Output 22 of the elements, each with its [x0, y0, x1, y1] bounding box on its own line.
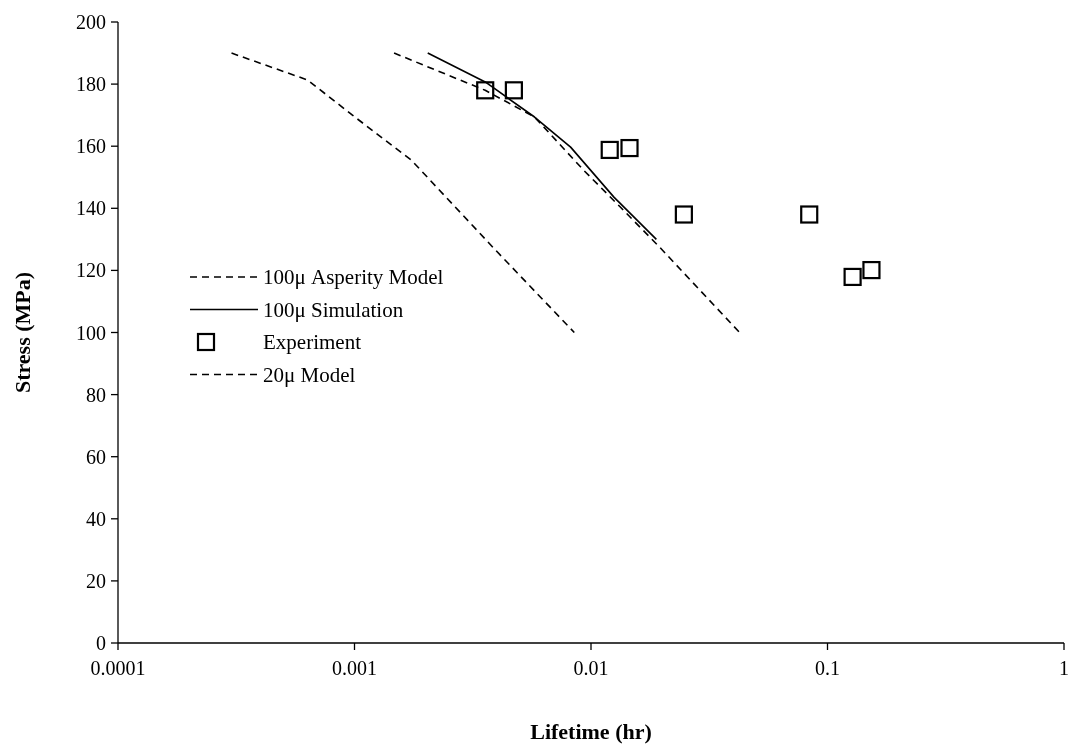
legend-label: 100μ Asperity Model	[263, 265, 444, 290]
y-tick-label: 200	[76, 11, 106, 33]
legend-label: 20μ Model	[263, 362, 356, 387]
y-tick-label: 120	[76, 259, 106, 282]
y-tick-label: 180	[76, 73, 106, 96]
x-axis-title: Lifetime (hr)	[530, 719, 652, 744]
x-tick-label: 0.0001	[90, 657, 146, 679]
y-tick-label: 140	[76, 197, 106, 220]
legend-label: 100μ Simulation	[263, 297, 404, 322]
y-tick-label: 40	[86, 507, 106, 530]
y-tick-label: 20	[86, 569, 106, 592]
y-tick-label: 100	[76, 321, 106, 344]
y-axis-title: Stress (MPa)	[10, 271, 35, 394]
y-tick-label: 0	[96, 632, 106, 654]
legend-label: Experiment	[263, 330, 362, 355]
y-tick-label: 160	[76, 135, 106, 158]
x-tick-label: 0.001	[332, 657, 377, 679]
x-tick-label: 0.1	[815, 657, 840, 679]
x-tick-label: 0.01	[573, 657, 609, 679]
y-tick-label: 60	[86, 445, 106, 468]
y-tick-label: 80	[86, 383, 106, 406]
x-tick-label: 1	[1059, 657, 1069, 679]
